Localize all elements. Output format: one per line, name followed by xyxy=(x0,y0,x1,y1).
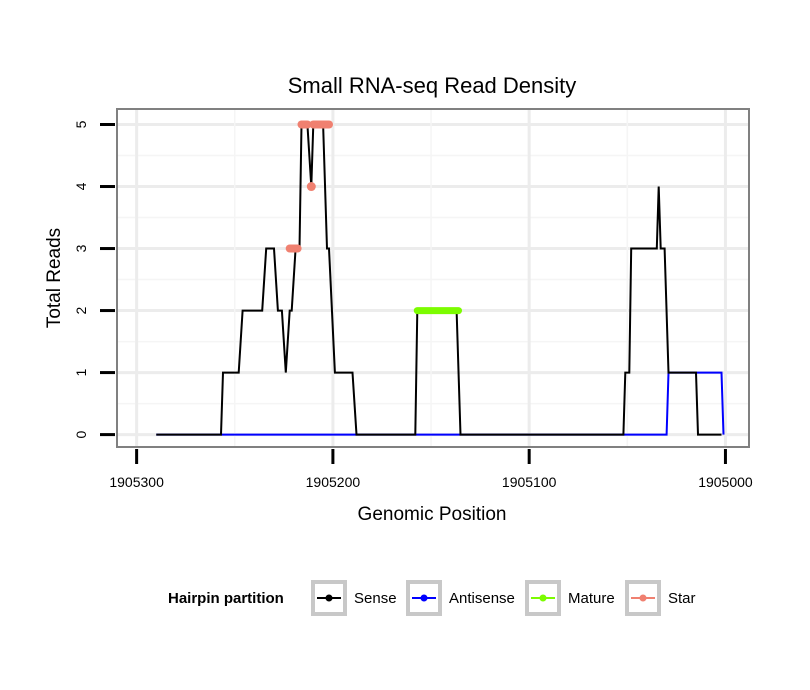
legend-items: Sense Antisense Mature Star xyxy=(311,580,696,616)
plot-panel xyxy=(117,109,749,447)
x-axis: 1905300 1905200 1905100 1905000 xyxy=(109,449,753,490)
legend-label: Mature xyxy=(568,590,615,607)
series-markers xyxy=(285,120,462,315)
legend-key-point xyxy=(420,594,428,602)
x-tick-label: 1905300 xyxy=(109,474,164,490)
y-tick-label: 0 xyxy=(73,430,89,438)
legend-title: Hairpin partition xyxy=(168,590,284,607)
legend-item-sense: Sense xyxy=(311,580,397,616)
legend-key-point xyxy=(539,594,547,602)
y-tick-label: 1 xyxy=(73,368,89,376)
y-tick-label: 3 xyxy=(73,244,89,252)
series-star-point xyxy=(306,182,316,192)
chart-title: Small RNA-seq Read Density xyxy=(288,73,577,98)
y-axis: 0 1 2 3 4 5 xyxy=(73,120,115,438)
legend-key-point xyxy=(325,594,333,602)
y-tick-label: 5 xyxy=(73,120,89,128)
x-tick-label: 1905100 xyxy=(502,474,557,490)
series-lines xyxy=(156,123,725,436)
legend-item-mature: Mature xyxy=(525,580,615,616)
y-axis-label: Total Reads xyxy=(44,228,65,328)
y-tick-label: 4 xyxy=(73,182,89,190)
x-axis-label: Genomic Position xyxy=(358,504,507,525)
x-tick-label: 1905000 xyxy=(698,474,753,490)
legend-label: Star xyxy=(668,590,696,607)
legend-item-star: Star xyxy=(625,580,696,616)
y-tick-label: 2 xyxy=(73,306,89,314)
x-tick-label: 1905200 xyxy=(306,474,361,490)
legend: Hairpin partition Sense Antisense Mature St… xyxy=(168,580,696,616)
legend-key-point xyxy=(639,594,647,602)
legend-label: Antisense xyxy=(449,590,515,607)
legend-label: Sense xyxy=(354,590,397,607)
series-sense-line xyxy=(156,123,722,436)
legend-item-antisense: Antisense xyxy=(406,580,515,616)
plot-panel-border xyxy=(116,108,750,448)
